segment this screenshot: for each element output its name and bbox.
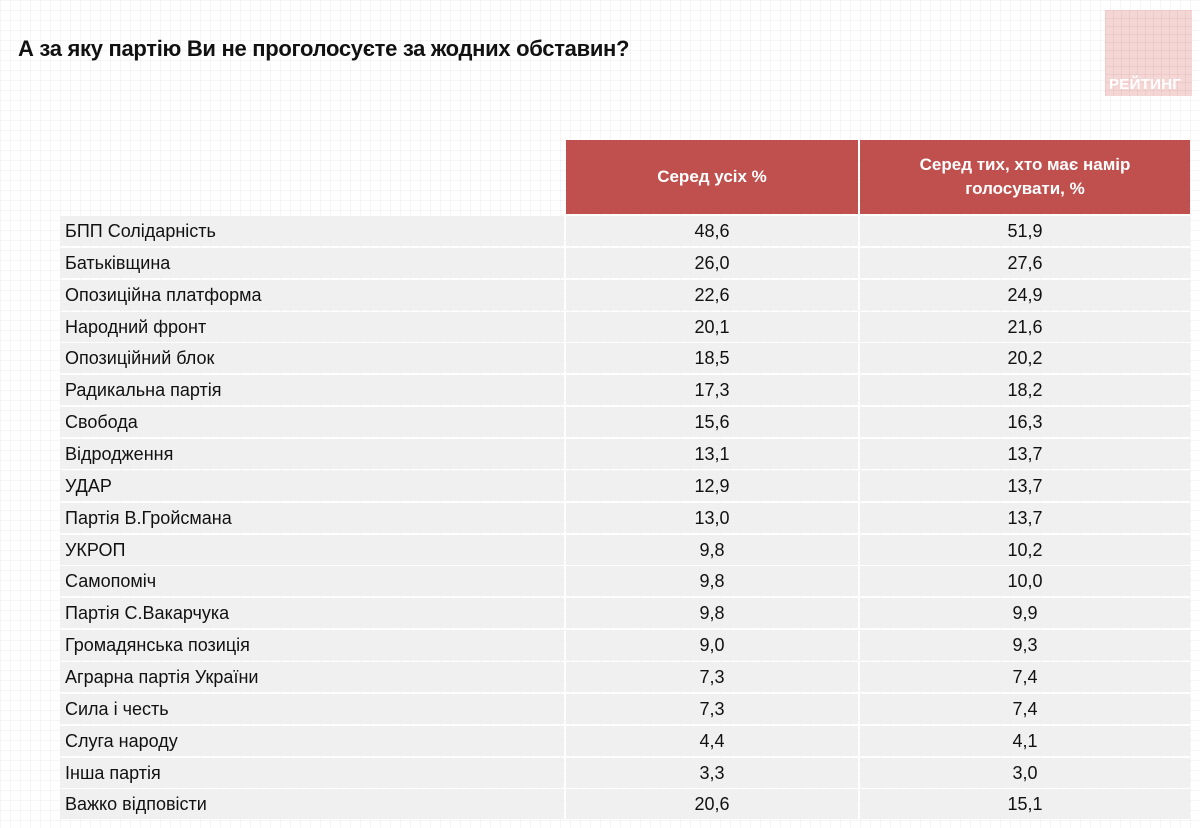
value-voters-cell: 7,4 bbox=[860, 693, 1190, 724]
value-all-cell: 7,3 bbox=[566, 662, 858, 693]
party-name-cell: УДАР bbox=[60, 470, 564, 501]
value-voters-cell: 4,1 bbox=[860, 725, 1190, 756]
value-all-cell: 20,1 bbox=[566, 311, 858, 342]
column-header-all: Серед усіх % bbox=[566, 140, 858, 214]
value-all-cell: 9,8 bbox=[566, 534, 858, 565]
party-name-cell: Партія С.Вакарчука bbox=[60, 598, 564, 629]
party-name-cell: Батьківщина bbox=[60, 247, 564, 278]
party-name-cell: Важко відповісти bbox=[60, 789, 564, 820]
rating-logo: РЕЙТИНГ bbox=[1105, 10, 1192, 96]
value-voters-cell: 13,7 bbox=[860, 439, 1190, 470]
table-row: БПП Солідарність 48,6 51,9 bbox=[60, 216, 1190, 246]
table-row: Партія В.Гройсмана 13,0 13,7 bbox=[60, 502, 1190, 533]
table-row: УДАР 12,9 13,7 bbox=[60, 470, 1190, 501]
table-row: УКРОП 9,8 10,2 bbox=[60, 534, 1190, 565]
value-voters-cell: 15,1 bbox=[860, 789, 1190, 820]
table-row: Опозиційна платформа 22,6 24,9 bbox=[60, 279, 1190, 310]
table-row: Слуга народу 4,4 4,1 bbox=[60, 725, 1190, 756]
table-row: Відродження 13,1 13,7 bbox=[60, 439, 1190, 470]
table-row: Народний фронт 20,1 21,6 bbox=[60, 311, 1190, 342]
table-header: Серед усіх % Серед тих, хто має намір го… bbox=[60, 140, 1190, 214]
value-voters-cell: 24,9 bbox=[860, 279, 1190, 310]
value-all-cell: 48,6 bbox=[566, 216, 858, 246]
table-row: Самопоміч 9,8 10,0 bbox=[60, 566, 1190, 597]
value-voters-cell: 9,3 bbox=[860, 630, 1190, 661]
value-voters-cell: 18,2 bbox=[860, 375, 1190, 406]
value-voters-cell: 10,2 bbox=[860, 534, 1190, 565]
party-name-cell: Свобода bbox=[60, 407, 564, 438]
table-row: Партія С.Вакарчука 9,8 9,9 bbox=[60, 598, 1190, 629]
table-row: Важко відповісти 20,6 15,1 bbox=[60, 789, 1190, 820]
value-all-cell: 9,8 bbox=[566, 566, 858, 597]
table-row: Опозиційний блок 18,5 20,2 bbox=[60, 343, 1190, 374]
table-row: Сила і честь 7,3 7,4 bbox=[60, 693, 1190, 724]
party-name-cell: Самопоміч bbox=[60, 566, 564, 597]
header-spacer bbox=[60, 140, 566, 214]
page-title: А за яку партію Ви не проголосуєте за жо… bbox=[18, 36, 630, 61]
value-voters-cell: 7,4 bbox=[860, 662, 1190, 693]
value-voters-cell: 13,7 bbox=[860, 502, 1190, 533]
party-name-cell: Народний фронт bbox=[60, 311, 564, 342]
value-voters-cell: 21,6 bbox=[860, 311, 1190, 342]
value-all-cell: 26,0 bbox=[566, 247, 858, 278]
table-row: Громадянська позиція 9,0 9,3 bbox=[60, 630, 1190, 661]
party-name-cell: Сила і честь bbox=[60, 693, 564, 724]
value-all-cell: 9,0 bbox=[566, 630, 858, 661]
party-name-cell: БПП Солідарність bbox=[60, 216, 564, 246]
party-name-cell: Аграрна партія України bbox=[60, 662, 564, 693]
value-all-cell: 3,3 bbox=[566, 757, 858, 788]
party-name-cell: Інша партія bbox=[60, 757, 564, 788]
value-all-cell: 4,4 bbox=[566, 725, 858, 756]
party-name-cell: Партія В.Гройсмана bbox=[60, 502, 564, 533]
value-voters-cell: 13,7 bbox=[860, 470, 1190, 501]
table-row: Аграрна партія України 7,3 7,4 bbox=[60, 662, 1190, 693]
value-all-cell: 12,9 bbox=[566, 470, 858, 501]
table-row: Радикальна партія 17,3 18,2 bbox=[60, 375, 1190, 406]
table-row: Батьківщина 26,0 27,6 bbox=[60, 247, 1190, 278]
party-name-cell: Слуга народу bbox=[60, 725, 564, 756]
value-all-cell: 22,6 bbox=[566, 279, 858, 310]
value-all-cell: 9,8 bbox=[566, 598, 858, 629]
value-all-cell: 20,6 bbox=[566, 789, 858, 820]
results-table: Серед усіх % Серед тих, хто має намір го… bbox=[60, 140, 1190, 821]
table-body: БПП Солідарність 48,6 51,9 Батьківщина 26,0 2… bbox=[60, 216, 1190, 820]
value-all-cell: 13,1 bbox=[566, 439, 858, 470]
value-all-cell: 13,0 bbox=[566, 502, 858, 533]
table-row: Інша партія 3,3 3,0 bbox=[60, 757, 1190, 788]
value-voters-cell: 9,9 bbox=[860, 598, 1190, 629]
value-all-cell: 17,3 bbox=[566, 375, 858, 406]
party-name-cell: Опозиційна платформа bbox=[60, 279, 564, 310]
party-name-cell: УКРОП bbox=[60, 534, 564, 565]
value-voters-cell: 3,0 bbox=[860, 757, 1190, 788]
table-row: Свобода 15,6 16,3 bbox=[60, 407, 1190, 438]
party-name-cell: Відродження bbox=[60, 439, 564, 470]
value-voters-cell: 20,2 bbox=[860, 343, 1190, 374]
value-all-cell: 7,3 bbox=[566, 693, 858, 724]
value-voters-cell: 10,0 bbox=[860, 566, 1190, 597]
value-all-cell: 15,6 bbox=[566, 407, 858, 438]
value-voters-cell: 27,6 bbox=[860, 247, 1190, 278]
value-voters-cell: 16,3 bbox=[860, 407, 1190, 438]
value-voters-cell: 51,9 bbox=[860, 216, 1190, 246]
party-name-cell: Радикальна партія bbox=[60, 375, 564, 406]
value-all-cell: 18,5 bbox=[566, 343, 858, 374]
column-header-voters: Серед тих, хто має намір голосувати, % bbox=[860, 140, 1190, 214]
party-name-cell: Опозиційний блок bbox=[60, 343, 564, 374]
logo-text: РЕЙТИНГ bbox=[1109, 76, 1182, 93]
party-name-cell: Громадянська позиція bbox=[60, 630, 564, 661]
